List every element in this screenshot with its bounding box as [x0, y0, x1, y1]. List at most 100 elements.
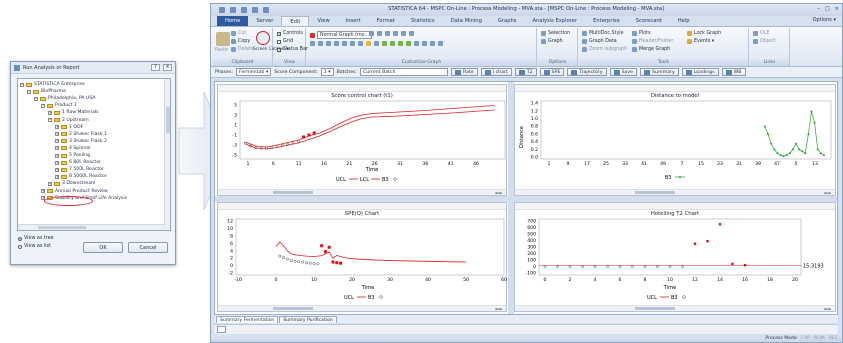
- tab-server[interactable]: Server: [256, 18, 274, 24]
- zoom-subgraph-button[interactable]: Zoom subgraph: [582, 47, 627, 52]
- trajectory-button[interactable]: Trajectory: [567, 68, 607, 76]
- expand-toggle-icon[interactable]: +: [55, 160, 59, 165]
- tree-node[interactable]: +3 Downstream: [48, 180, 96, 187]
- header-footer-button[interactable]: Header/Footer: [632, 39, 673, 44]
- selection-button[interactable]: Selection: [541, 31, 570, 36]
- arrow-icon[interactable]: [334, 41, 339, 46]
- tree-node[interactable]: +4 Spinner: [55, 145, 91, 152]
- fit2-icon[interactable]: [390, 41, 395, 46]
- spe-button[interactable]: SPE: [539, 68, 565, 76]
- command-icon[interactable]: [217, 326, 226, 333]
- tab-enterprise[interactable]: Enterprise: [593, 18, 620, 24]
- expand-toggle-icon[interactable]: +: [48, 110, 52, 115]
- multidoc-style-button[interactable]: MultiDoc Style: [582, 31, 624, 36]
- tree-node[interactable]: +1 OOF: [55, 124, 83, 131]
- tree-node[interactable]: +5 Pooling: [55, 152, 90, 159]
- tree-node[interactable]: − BioPharma: [27, 88, 66, 95]
- events-button[interactable]: Events ▾: [687, 39, 714, 44]
- expand-toggle-icon[interactable]: −: [48, 118, 52, 122]
- options-menu[interactable]: Options ▾: [812, 17, 836, 23]
- wb-button[interactable]: WB: [721, 68, 746, 76]
- zoom-slider-icon[interactable]: ▬▬: [823, 190, 831, 195]
- tab-edit[interactable]: Edit: [281, 16, 310, 26]
- tree-node[interactable]: − STATISTICA Enterprise: [20, 81, 85, 88]
- brush-icon[interactable]: [385, 31, 390, 36]
- tree-node[interactable]: − Philadelphia, PA USA: [34, 95, 96, 102]
- layout-icon[interactable]: [409, 31, 414, 36]
- tab-statistics[interactable]: Statistics: [410, 18, 435, 24]
- i-chart-button[interactable]: I chart: [480, 68, 512, 76]
- paste-button[interactable]: Paste: [215, 48, 228, 53]
- text-icon[interactable]: [358, 41, 363, 46]
- color-icon[interactable]: [438, 41, 443, 46]
- zoom-slider-icon[interactable]: ▬▬: [823, 306, 831, 311]
- status-bar-checkbox[interactable]: ✓ Status Bar: [277, 47, 309, 52]
- expand-toggle-icon[interactable]: +: [55, 125, 59, 130]
- zoom-slider-icon[interactable]: ▬▬: [494, 190, 502, 195]
- zoom-slider-icon[interactable]: ▬▬: [494, 306, 502, 311]
- distance-chart-panel[interactable]: Distance to model 1.4 1.2 1.0 0.8 0.6 0.4 0.2 0…: [514, 84, 836, 196]
- cancel-button[interactable]: Cancel: [128, 242, 168, 253]
- search-icon[interactable]: [310, 41, 315, 46]
- tree-node[interactable]: + Annual Product Review: [41, 188, 108, 195]
- expand-toggle-icon[interactable]: +: [55, 132, 59, 137]
- tab-format[interactable]: Format: [376, 18, 395, 24]
- loadings-button[interactable]: Loadings: [681, 68, 719, 76]
- tree-node[interactable]: +6 80L Reactor: [55, 159, 101, 166]
- marker-icon[interactable]: [414, 41, 419, 46]
- expand-toggle-icon[interactable]: +: [55, 167, 59, 172]
- tree-horizontal-scrollbar[interactable]: [18, 224, 166, 230]
- tab-graphs[interactable]: Graphs: [497, 18, 517, 24]
- zoom-in-icon[interactable]: [369, 31, 374, 36]
- print-icon[interactable]: [263, 7, 269, 13]
- hotelling-chart-panel[interactable]: Hotelling T2 Chart 700 600 500 400 300 200 100…: [514, 202, 836, 312]
- summary-button[interactable]: Summary: [640, 68, 679, 76]
- tab-home[interactable]: Home: [217, 16, 249, 26]
- help-button[interactable]: ?: [151, 64, 160, 71]
- tree-node[interactable]: +7 500L Reactor: [55, 166, 104, 173]
- controls-checkbox[interactable]: ✓ Controls: [277, 31, 303, 36]
- tab-analysis-explorer[interactable]: Analysis Explorer: [532, 18, 578, 24]
- graph-icon[interactable]: [393, 31, 398, 36]
- undo-icon[interactable]: [241, 7, 247, 13]
- save-button[interactable]: Save: [609, 68, 638, 76]
- grid-checkbox[interactable]: Grid: [277, 39, 293, 44]
- fit-icon[interactable]: [382, 41, 387, 46]
- zoom-out-icon[interactable]: [377, 31, 382, 36]
- tab-insert[interactable]: Insert: [345, 18, 361, 24]
- analysis-tree[interactable]: − STATISTICA Enterprise − BioPharma − Philade…: [17, 78, 171, 231]
- tree-node[interactable]: +1 Raw Materials: [48, 109, 99, 116]
- lock-graph-button[interactable]: Lock Graph: [687, 31, 721, 36]
- fit3-icon[interactable]: [398, 41, 403, 46]
- expand-toggle-icon[interactable]: −: [20, 82, 24, 87]
- pattern-icon[interactable]: [430, 41, 435, 46]
- tree-node[interactable]: +8 5000L Reactor: [55, 173, 107, 180]
- merge-graph-button[interactable]: Merge Graph: [632, 47, 670, 52]
- view-as-tree-radio[interactable]: View as tree: [18, 236, 54, 241]
- close-window-button[interactable]: ×: [834, 6, 839, 12]
- expand-toggle-icon[interactable]: +: [55, 153, 59, 158]
- tab-help[interactable]: Help: [677, 18, 690, 24]
- screen-catcher-button[interactable]: Screen Catcher ▾: [253, 46, 289, 51]
- font-shrink-icon[interactable]: [350, 41, 355, 46]
- ole-button[interactable]: OLE: [753, 31, 769, 36]
- t2-button[interactable]: T2: [514, 68, 537, 76]
- table-icon[interactable]: [401, 31, 406, 36]
- phases-select[interactable]: Fermentati ▾: [236, 68, 272, 76]
- rate-button[interactable]: Rate: [450, 68, 478, 76]
- zoom-icon[interactable]: [318, 41, 323, 46]
- paste-icon[interactable]: [216, 32, 230, 46]
- expand-toggle-icon[interactable]: −: [27, 89, 31, 94]
- expand-toggle-icon[interactable]: +: [55, 174, 59, 179]
- horizontal-splitter[interactable]: [215, 196, 837, 202]
- graph-options-button[interactable]: Graph: [541, 39, 563, 44]
- expand-toggle-icon[interactable]: +: [41, 189, 45, 193]
- tab-summary-fermentation[interactable]: Summary Fermentation: [216, 316, 279, 323]
- tree-vertical-scrollbar[interactable]: [164, 79, 170, 230]
- tree-node[interactable]: +2 Shaker Flask 1: [55, 131, 107, 138]
- ok-button[interactable]: OK: [83, 242, 123, 253]
- font-grow-icon[interactable]: [342, 41, 347, 46]
- expand-toggle-icon[interactable]: +: [55, 139, 59, 144]
- copy-button[interactable]: Copy: [231, 39, 250, 44]
- expand-toggle-icon[interactable]: −: [34, 96, 38, 101]
